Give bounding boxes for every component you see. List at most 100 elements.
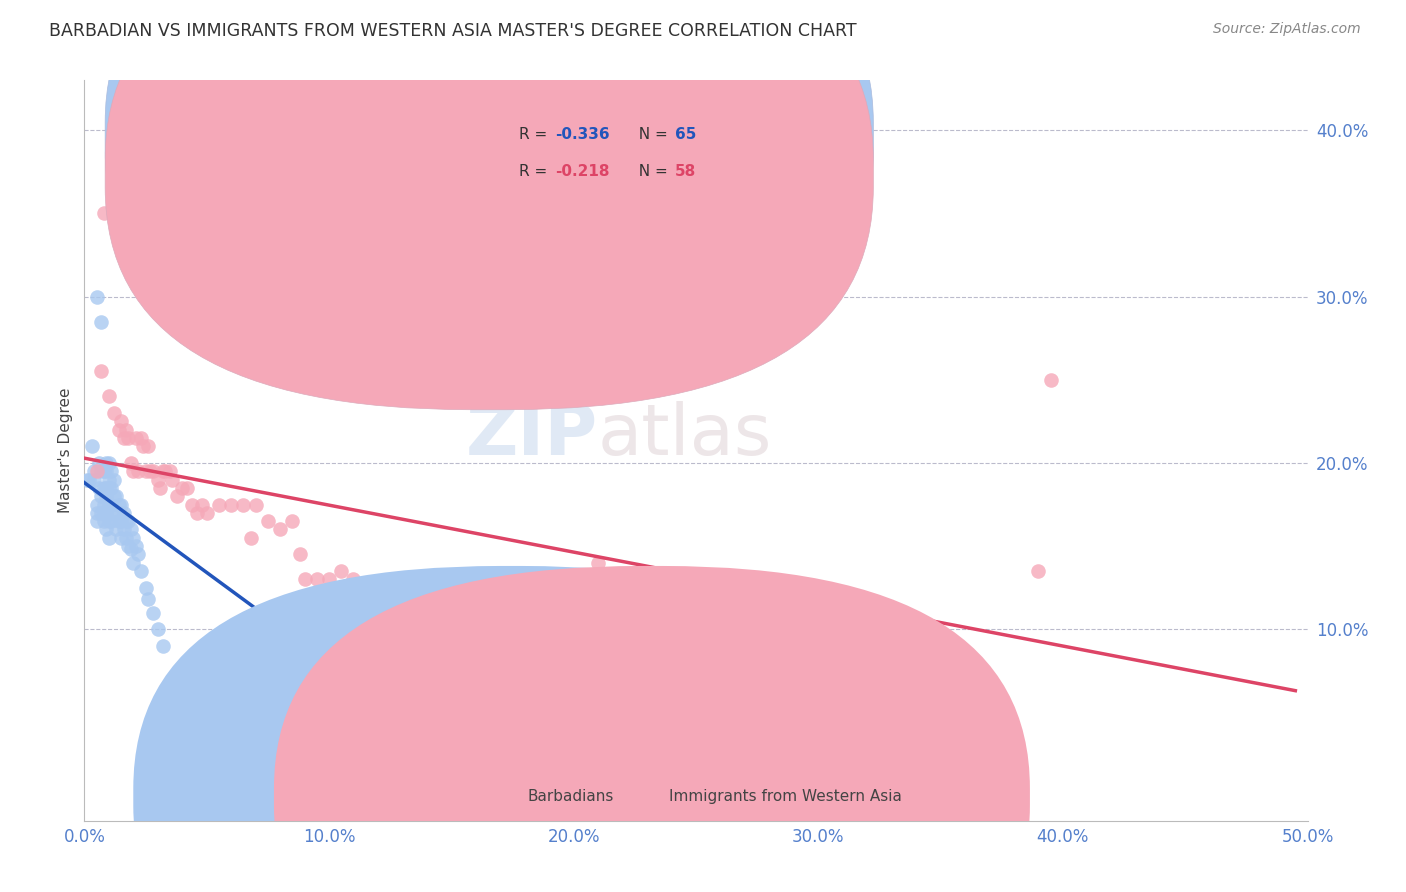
Point xyxy=(110,414,132,428)
Point xyxy=(96,464,118,478)
Point xyxy=(219,298,242,312)
Text: R =: R = xyxy=(519,164,551,178)
FancyBboxPatch shape xyxy=(274,566,1031,892)
Point xyxy=(90,506,112,520)
Text: BARBADIAN VS IMMIGRANTS FROM WESTERN ASIA MASTER'S DEGREE CORRELATION CHART: BARBADIAN VS IMMIGRANTS FROM WESTERN ASI… xyxy=(49,22,856,40)
Point xyxy=(77,473,100,487)
Point xyxy=(112,523,135,537)
Point xyxy=(391,598,413,612)
Point xyxy=(120,523,142,537)
Point xyxy=(110,514,132,528)
Point xyxy=(135,464,157,478)
Point xyxy=(120,456,142,470)
Point xyxy=(87,481,110,495)
Point xyxy=(86,289,108,303)
Point xyxy=(86,514,108,528)
Point xyxy=(96,456,118,470)
Point xyxy=(103,489,125,503)
Point xyxy=(191,498,214,512)
FancyBboxPatch shape xyxy=(446,106,733,206)
Point xyxy=(288,548,311,562)
Point xyxy=(1039,373,1062,387)
Point xyxy=(135,581,157,595)
Point xyxy=(149,481,172,495)
Text: Source: ZipAtlas.com: Source: ZipAtlas.com xyxy=(1213,22,1361,37)
Point xyxy=(110,498,132,512)
Point xyxy=(195,506,218,520)
Point xyxy=(181,498,204,512)
Point xyxy=(152,639,174,653)
Point xyxy=(281,514,304,528)
Point xyxy=(115,423,138,437)
Point xyxy=(117,431,139,445)
Point xyxy=(97,389,120,403)
Text: ZIP: ZIP xyxy=(465,401,598,470)
FancyBboxPatch shape xyxy=(105,0,873,373)
Point xyxy=(93,481,115,495)
Point xyxy=(97,514,120,528)
Point xyxy=(93,506,115,520)
Point xyxy=(90,489,112,503)
Point xyxy=(136,439,159,453)
Point xyxy=(80,439,103,453)
FancyBboxPatch shape xyxy=(105,0,873,409)
Point xyxy=(305,573,328,587)
Point xyxy=(103,473,125,487)
Point xyxy=(136,592,159,607)
Point xyxy=(440,589,463,603)
Point xyxy=(342,573,364,587)
Point xyxy=(97,456,120,470)
Point xyxy=(115,514,138,528)
Point xyxy=(232,498,254,512)
Point xyxy=(97,531,120,545)
Point xyxy=(107,498,129,512)
Point xyxy=(100,498,122,512)
Point xyxy=(208,498,231,512)
Point xyxy=(107,423,129,437)
Text: -0.218: -0.218 xyxy=(555,164,610,178)
Point xyxy=(86,506,108,520)
Point xyxy=(100,481,122,495)
Point xyxy=(294,573,316,587)
Point xyxy=(342,689,364,703)
Point xyxy=(758,581,780,595)
Point xyxy=(93,514,115,528)
Point xyxy=(367,581,389,595)
Point xyxy=(76,473,98,487)
Point xyxy=(159,464,181,478)
Point xyxy=(100,464,122,478)
Point xyxy=(139,464,162,478)
Point xyxy=(103,406,125,420)
Point xyxy=(117,514,139,528)
Point xyxy=(129,431,152,445)
Point xyxy=(86,464,108,478)
Point xyxy=(112,431,135,445)
Point xyxy=(172,481,194,495)
Text: 58: 58 xyxy=(675,164,696,178)
Point xyxy=(90,364,112,378)
Text: R =: R = xyxy=(519,127,551,142)
Point xyxy=(1028,564,1050,578)
Point xyxy=(90,464,112,478)
Point xyxy=(142,464,165,478)
Point xyxy=(87,456,110,470)
Point xyxy=(127,548,149,562)
Point xyxy=(330,564,353,578)
Point xyxy=(83,464,105,478)
Point xyxy=(97,473,120,487)
Point xyxy=(112,506,135,520)
Point xyxy=(176,481,198,495)
Point xyxy=(318,573,340,587)
Text: N =: N = xyxy=(628,127,672,142)
Point xyxy=(153,464,176,478)
Point xyxy=(105,506,128,520)
Point xyxy=(166,489,188,503)
Text: Immigrants from Western Asia: Immigrants from Western Asia xyxy=(669,789,901,805)
Point xyxy=(586,556,609,570)
Point xyxy=(538,589,561,603)
Text: atlas: atlas xyxy=(598,401,772,470)
Point xyxy=(132,439,155,453)
Point xyxy=(90,314,112,328)
Point xyxy=(122,556,145,570)
Point xyxy=(115,531,138,545)
